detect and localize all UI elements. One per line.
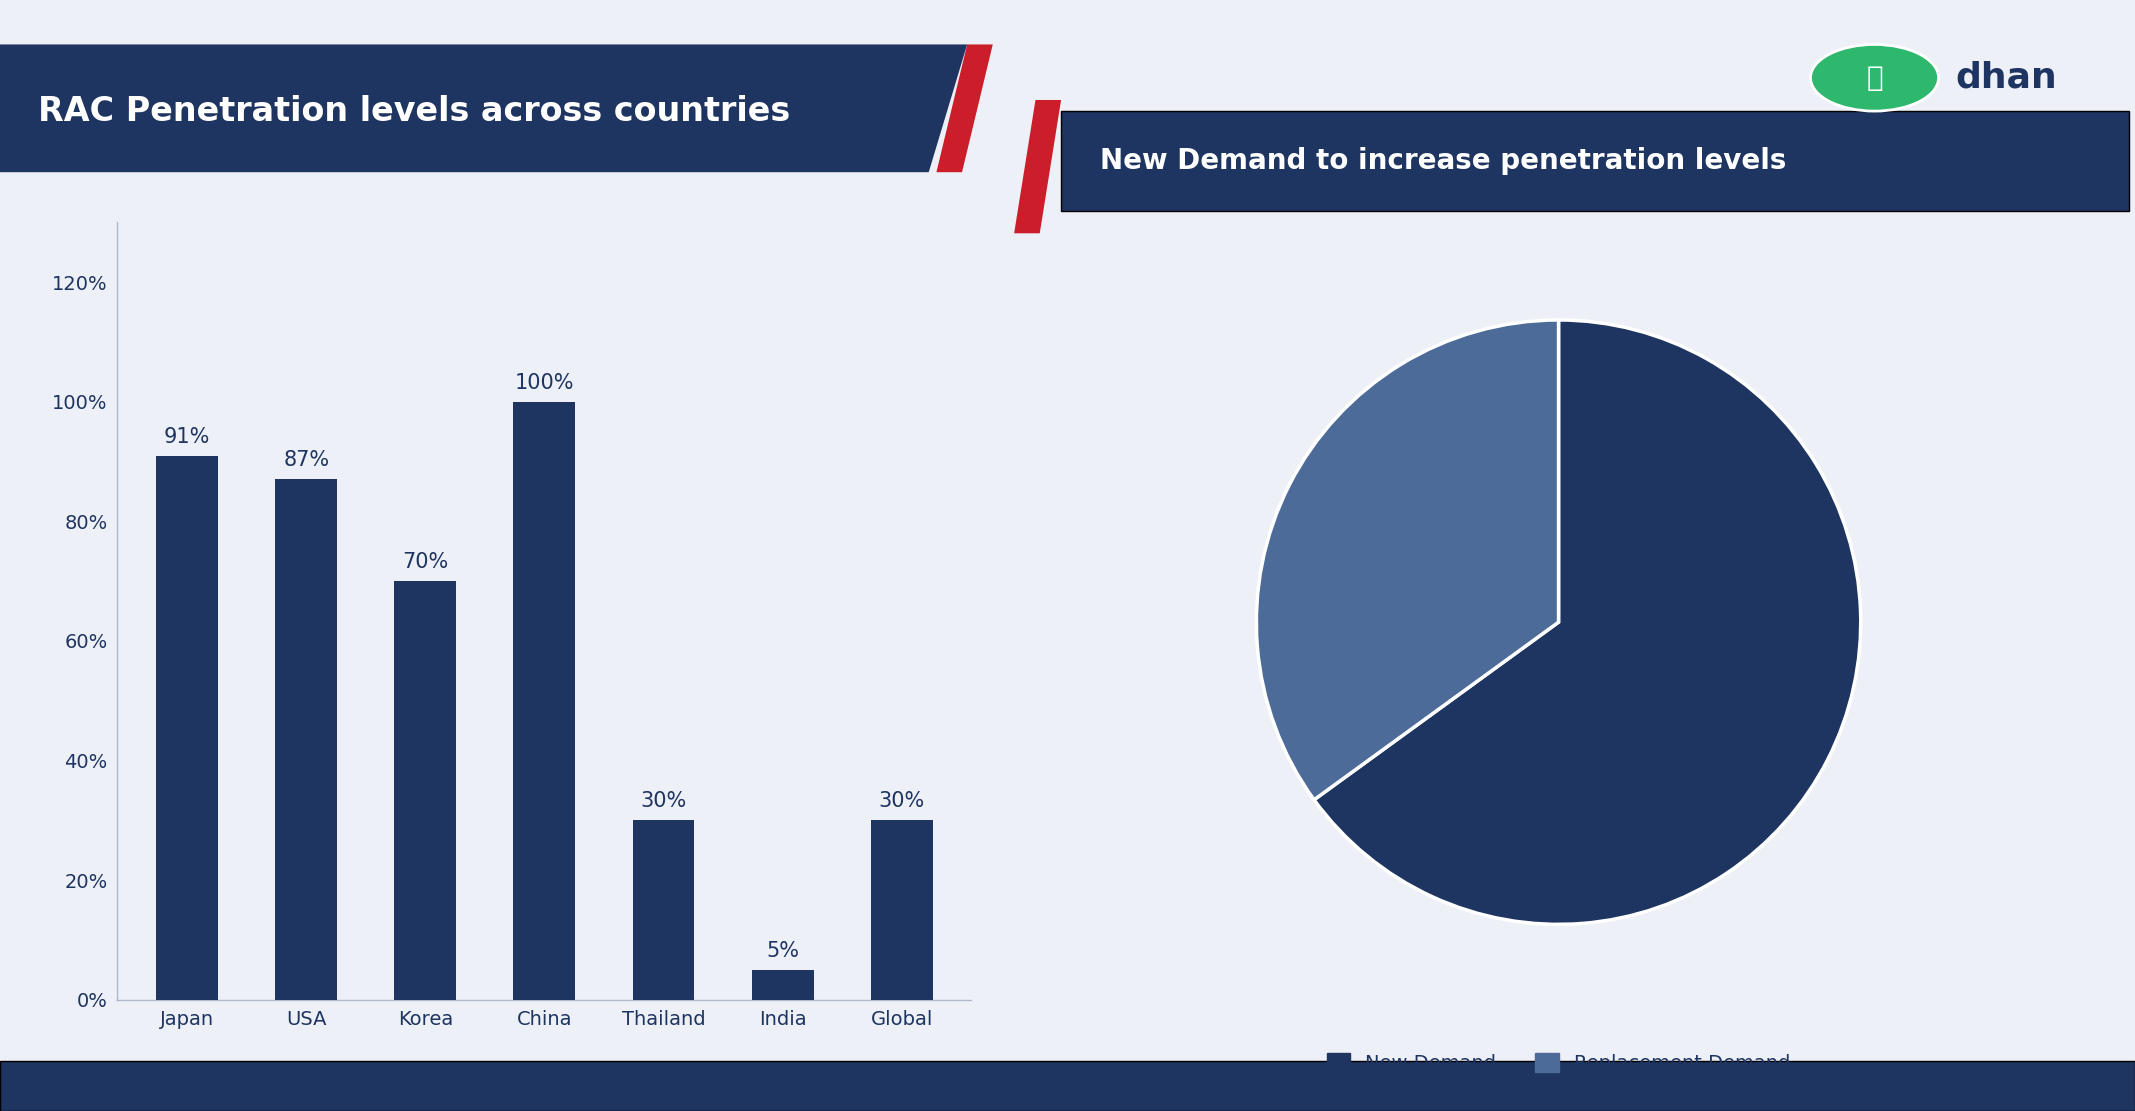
Bar	[632, 820, 694, 1000]
FancyBboxPatch shape	[0, 1061, 2135, 1111]
Text: RAC Penetration levels across countries: RAC Penetration levels across countries	[38, 94, 790, 128]
Text: 70%: 70%	[401, 552, 448, 572]
Bar	[512, 402, 576, 1000]
Bar	[752, 970, 813, 1000]
Wedge shape	[1255, 320, 1559, 800]
Polygon shape	[0, 44, 967, 172]
Text: 87%: 87%	[284, 450, 329, 470]
Text: dhan: dhan	[1956, 61, 2058, 94]
Text: ध: ध	[1866, 63, 1883, 92]
Legend: New Demand, Replacement Demand: New Demand, Replacement Demand	[1319, 1044, 1798, 1081]
Bar	[275, 480, 337, 1000]
FancyBboxPatch shape	[1061, 111, 2129, 211]
Wedge shape	[1313, 320, 1862, 924]
Text: New Demand to increase penetration levels: New Demand to increase penetration level…	[1100, 147, 1785, 176]
Bar	[871, 820, 933, 1000]
Text: 30%: 30%	[640, 791, 687, 811]
Bar	[156, 456, 218, 1000]
Text: 30%: 30%	[877, 791, 924, 811]
Polygon shape	[1014, 100, 1061, 233]
Circle shape	[1810, 44, 1939, 111]
Text: 100%: 100%	[515, 372, 574, 392]
Polygon shape	[937, 44, 993, 172]
Text: 91%: 91%	[164, 427, 211, 447]
Text: 5%: 5%	[766, 941, 798, 961]
Bar	[395, 581, 457, 1000]
